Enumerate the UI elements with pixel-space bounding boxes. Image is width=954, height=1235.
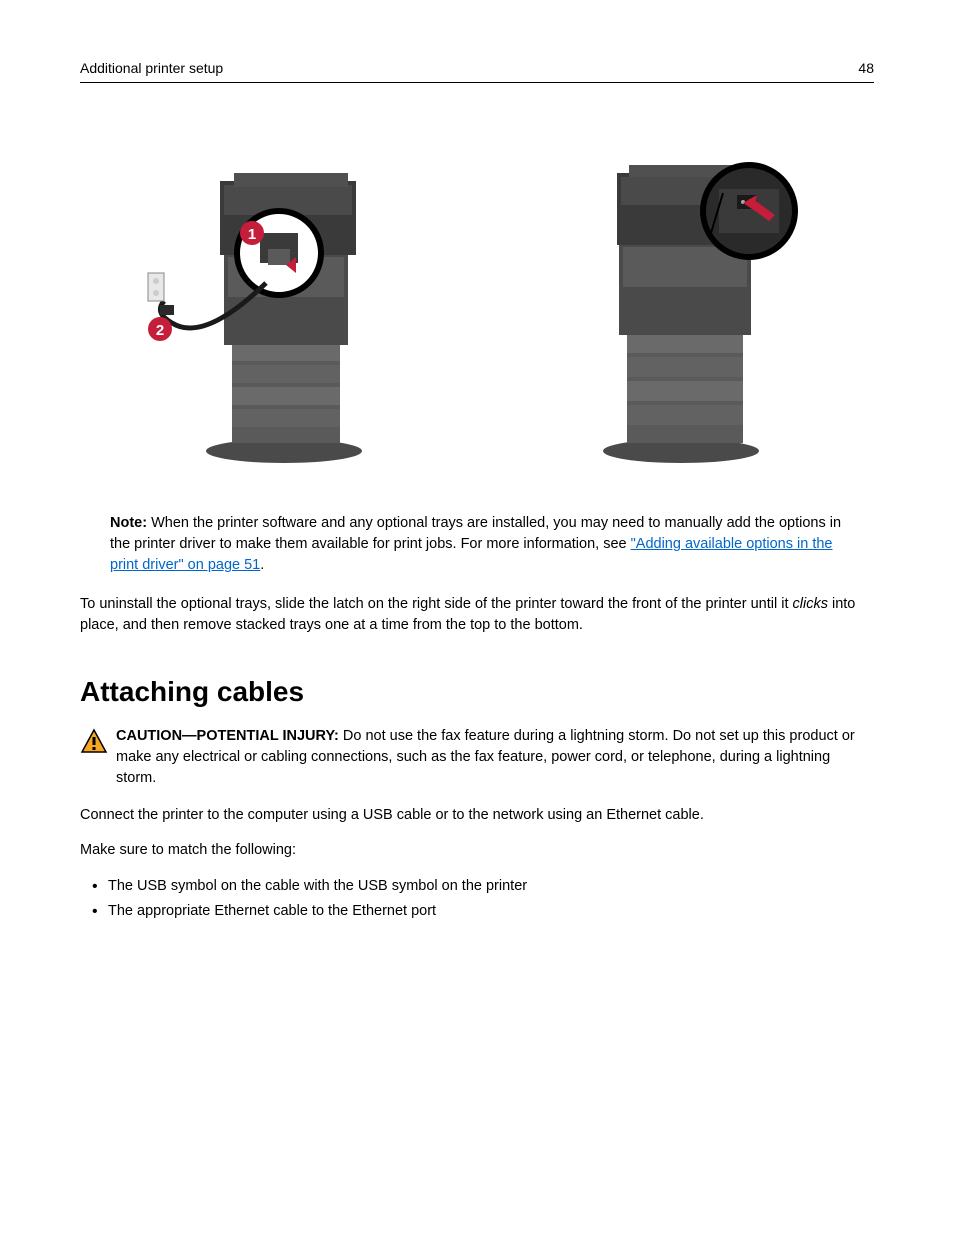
match-text: Make sure to match the following: bbox=[80, 840, 874, 861]
connect-text: Connect the printer to the computer usin… bbox=[80, 805, 874, 826]
caution-label: CAUTION—POTENTIAL INJURY: bbox=[116, 728, 339, 744]
header-title: Additional printer setup bbox=[80, 60, 223, 76]
section-title: Attaching cables bbox=[80, 676, 874, 708]
diagram-row: 1 2 bbox=[80, 133, 874, 473]
note-label: Note: bbox=[110, 515, 147, 531]
bullet-list: The USB symbol on the cable with the USB… bbox=[80, 875, 874, 922]
diagram-right bbox=[551, 133, 831, 473]
page-header: Additional printer setup 48 bbox=[80, 60, 874, 83]
caution-text: CAUTION—POTENTIAL INJURY: Do not use the… bbox=[116, 726, 874, 789]
diagram-left: 1 2 bbox=[124, 133, 404, 473]
uninstall-before: To uninstall the optional trays, slide t… bbox=[80, 596, 793, 612]
note-text-after: . bbox=[260, 557, 264, 573]
uninstall-paragraph: To uninstall the optional trays, slide t… bbox=[80, 594, 874, 636]
note-paragraph: Note: When the printer software and any … bbox=[80, 513, 874, 576]
caution-block: CAUTION—POTENTIAL INJURY: Do not use the… bbox=[80, 726, 874, 789]
list-item: The USB symbol on the cable with the USB… bbox=[108, 875, 874, 897]
uninstall-italic: clicks bbox=[793, 596, 828, 612]
svg-text:2: 2 bbox=[155, 322, 163, 339]
caution-icon bbox=[80, 728, 108, 754]
svg-text:1: 1 bbox=[247, 226, 255, 243]
list-item: The appropriate Ethernet cable to the Et… bbox=[108, 900, 874, 922]
page-number: 48 bbox=[858, 60, 874, 76]
